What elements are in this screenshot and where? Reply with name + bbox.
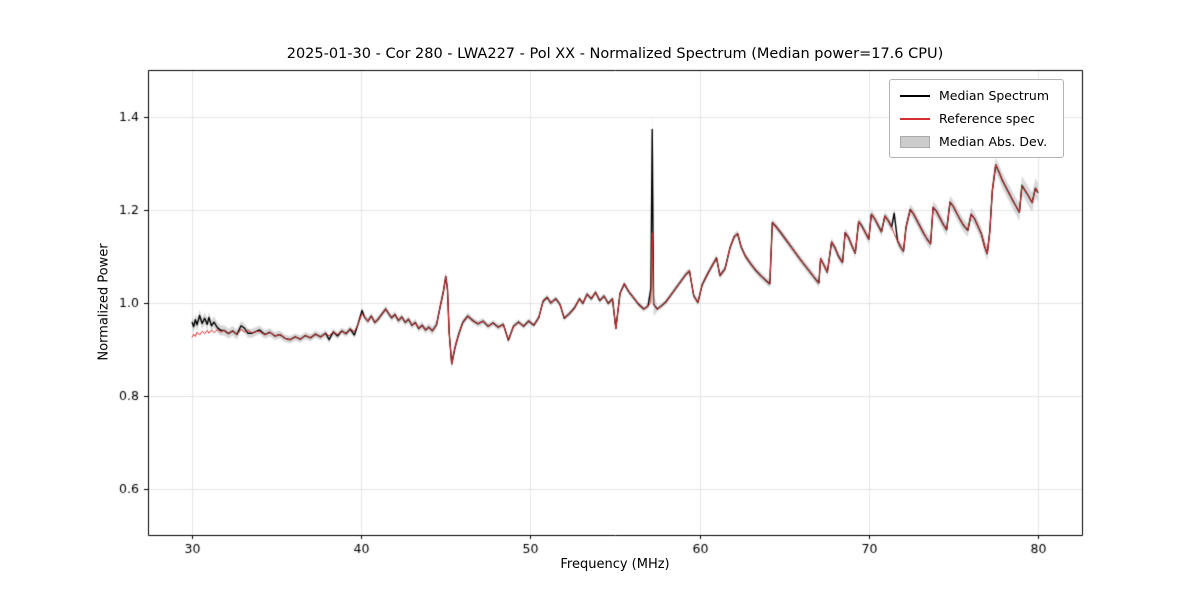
legend-item-median-spectrum: Median Spectrum [900, 88, 1049, 103]
legend-item-median-abs-dev: Median Abs. Dev. [900, 134, 1049, 149]
median-line-swatch-icon [900, 94, 930, 97]
legend-label-mad: Median Abs. Dev. [939, 134, 1048, 149]
reference-line-swatch-icon [900, 117, 930, 120]
chart-title: 2025-01-30 - Cor 280 - LWA227 - Pol XX -… [286, 46, 944, 62]
mad-band-swatch-icon [900, 135, 930, 148]
y-axis-label: Normalized Power [96, 243, 112, 361]
legend-item-reference-spec: Reference spec [900, 111, 1049, 126]
legend-label-median: Median Spectrum [939, 88, 1050, 103]
legend: Median Spectrum Reference spec Median Ab… [889, 79, 1065, 158]
legend-label-reference: Reference spec [939, 111, 1035, 126]
x-axis-label: Frequency (MHz) [560, 557, 670, 572]
